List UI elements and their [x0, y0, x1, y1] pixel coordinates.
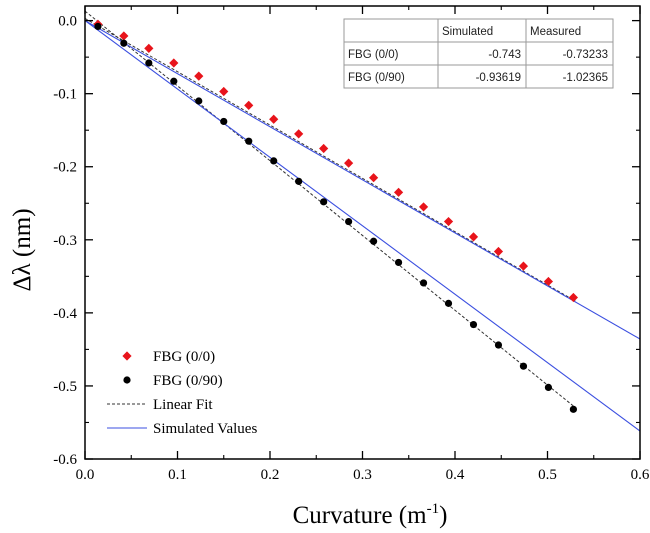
linear-fit-line	[85, 17, 576, 302]
point-fbg-0-90	[145, 59, 153, 67]
legend-item: FBG (0/0)	[122, 349, 215, 365]
y-tick-label: -0.6	[53, 452, 77, 468]
x-axis-title: Curvature (m-1)	[293, 501, 448, 529]
legend-circle-marker	[123, 376, 131, 384]
x-tick-label: 0.5	[538, 467, 557, 483]
legend-label: Simulated Values	[153, 421, 257, 437]
y-tick-label: -0.1	[53, 87, 77, 103]
point-fbg-0-90	[419, 279, 428, 287]
legend-item: Linear Fit	[107, 397, 213, 413]
point-fbg-0-0	[393, 187, 404, 197]
point-fbg-0-90	[270, 157, 278, 165]
data-markers	[93, 19, 578, 413]
x-tick-label: 0.6	[631, 467, 650, 483]
point-fbg-0-0	[269, 114, 279, 124]
point-fbg-0-90	[345, 217, 353, 226]
x-tick-label: 0.1	[168, 467, 187, 483]
legend-item: Simulated Values	[107, 421, 257, 437]
x-axis-title-close: )	[439, 502, 447, 529]
y-tick-label: -0.4	[53, 306, 77, 322]
x-tick-label: 0.4	[446, 467, 465, 483]
x-axis-title-superscript: -1	[427, 501, 440, 517]
point-fbg-0-90	[245, 137, 253, 145]
point-fbg-0-0	[468, 232, 479, 242]
point-fbg-0-0	[319, 143, 329, 154]
y-tick-label: -0.5	[53, 379, 77, 395]
point-fbg-0-90	[195, 97, 203, 105]
point-fbg-0-0	[294, 129, 304, 139]
point-fbg-0-0	[443, 216, 454, 227]
axis-ticks: 0.0 0.1 0.2 0.3 0.4 0.5 0.6 0.0 -0.1 -0.2 -0.3 -0.4…	[53, 6, 650, 483]
y-tick-label: -0.2	[53, 160, 77, 176]
legend-diamond-marker	[122, 351, 132, 361]
legend-label: FBG (0/0)	[153, 349, 215, 365]
table-header-cell: Measured	[530, 26, 581, 38]
table-frame	[343, 18, 614, 89]
x-tick-label: 0.3	[353, 467, 372, 483]
x-tick-label: 0.0	[76, 467, 95, 483]
table-cell: -0.743	[488, 49, 521, 61]
legend-label: FBG (0/90)	[153, 373, 223, 389]
point-fbg-0-0	[144, 43, 154, 53]
simulated-values-line	[85, 20, 640, 340]
results-table: Simulated Measured FBG (0/0) -0.743 -0.73233…	[343, 18, 614, 89]
point-fbg-0-90	[469, 320, 478, 329]
point-fbg-0-90	[544, 383, 553, 391]
point-fbg-0-90	[569, 405, 578, 413]
table-cell: -0.73233	[563, 49, 608, 61]
point-fbg-0-90	[120, 39, 128, 47]
legend: FBG (0/0) FBG (0/90) Linear Fit Simulated V…	[107, 349, 257, 437]
y-tick-label: 0.0	[58, 14, 77, 30]
legend-item: FBG (0/90)	[123, 373, 223, 389]
point-fbg-0-0	[119, 31, 129, 41]
point-fbg-0-0	[194, 71, 204, 81]
legend-label: Linear Fit	[153, 397, 213, 413]
fit-lines	[85, 10, 640, 432]
y-tick-label: -0.3	[53, 233, 77, 249]
point-fbg-0-0	[493, 246, 504, 257]
table-row-label: FBG (0/90)	[348, 72, 405, 84]
point-fbg-0-0	[219, 86, 229, 97]
table-cell: -0.93619	[476, 72, 521, 84]
point-fbg-0-90	[170, 77, 178, 85]
point-fbg-0-90	[320, 198, 328, 206]
point-fbg-0-0	[418, 202, 429, 212]
point-fbg-0-90	[94, 22, 102, 31]
table-cell: -1.02365	[563, 72, 608, 84]
point-fbg-0-90	[494, 341, 503, 349]
table-header-cell: Simulated	[442, 26, 493, 38]
point-fbg-0-90	[295, 177, 303, 185]
point-fbg-0-90	[444, 299, 453, 307]
linear-fit-line	[85, 10, 576, 408]
x-axis-title-main: Curvature (m	[293, 502, 428, 529]
y-axis-title: Δλ (nm)	[9, 208, 36, 291]
simulated-values-line	[85, 20, 640, 432]
point-fbg-0-0	[518, 261, 529, 271]
point-fbg-0-90	[370, 237, 378, 245]
x-tick-label: 0.2	[261, 467, 280, 483]
point-fbg-0-90	[220, 117, 228, 126]
point-fbg-0-90	[394, 258, 403, 267]
point-fbg-0-0	[543, 276, 554, 287]
table-row-label: FBG (0/0)	[348, 49, 399, 61]
point-fbg-0-90	[519, 362, 528, 370]
point-fbg-0-0	[369, 173, 379, 183]
point-fbg-0-0	[568, 292, 578, 303]
point-fbg-0-0	[244, 100, 254, 110]
point-fbg-0-0	[169, 58, 179, 68]
point-fbg-0-0	[344, 158, 354, 168]
